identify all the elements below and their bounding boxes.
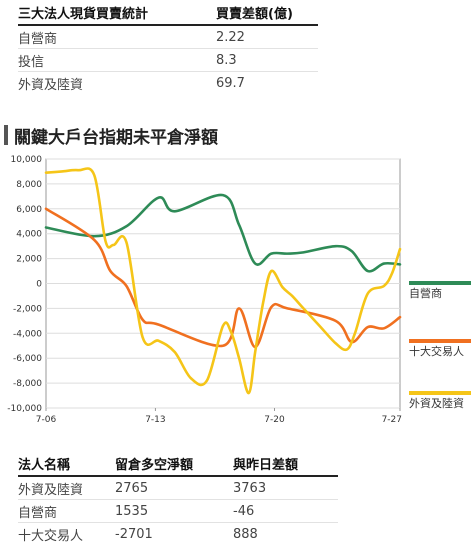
- y-tick-label: 8,000: [16, 180, 42, 190]
- summary-table-header: 三大法人現貨買賣統計 買賣差額(億): [18, 0, 318, 26]
- table-row: 投信 8.3: [18, 48, 318, 72]
- row-net: -2701: [115, 522, 233, 545]
- row-name: 投信: [18, 48, 216, 72]
- detail-header-net: 留倉多空淨額: [115, 451, 233, 477]
- row-value: 69.7: [216, 71, 318, 94]
- row-value: 8.3: [216, 48, 318, 72]
- y-tick-label: 10,000: [11, 155, 43, 165]
- table-row: 外資及陸資 2765 3763: [18, 475, 338, 500]
- table-row: 外資及陸資 69.7: [18, 71, 318, 94]
- y-tick-label: 2,000: [16, 255, 42, 265]
- x-tick-label: 7-20: [264, 415, 285, 425]
- heading-accent-bar: [4, 125, 8, 145]
- x-tick-label: 7-06: [36, 415, 57, 425]
- row-net: 2765: [115, 475, 233, 500]
- table-row: 自營商 2.22: [18, 24, 318, 49]
- row-diff: 888: [233, 522, 338, 545]
- row-name: 十大交易人: [18, 522, 115, 545]
- row-name: 外資及陸資: [18, 475, 115, 500]
- series-line-3: [44, 167, 402, 395]
- series-line-2: [44, 207, 402, 349]
- open-interest-chart: -10,000 -8,000 -6,000 -4,000 -2,000 0 2,000 4,0…: [7, 155, 471, 425]
- row-name: 外資及陸資: [18, 71, 216, 94]
- table-row: 十大交易人 -2701 888: [18, 522, 338, 545]
- y-tick-label: -10,000: [7, 404, 42, 414]
- legend-label: 外資及陸資: [409, 397, 464, 410]
- legend-label: 十大交易人: [409, 344, 464, 358]
- row-name: 自營商: [18, 24, 216, 49]
- row-net: 1535: [115, 499, 233, 523]
- legend-swatch: [409, 391, 471, 395]
- section-heading: 關鍵大戶台指期未平倉淨額: [4, 123, 218, 148]
- detail-table-header: 法人名稱 留倉多空淨額 與昨日差額: [18, 451, 338, 477]
- summary-header-value: 買賣差額(億): [216, 0, 318, 26]
- table-row: 自營商 1535 -46: [18, 499, 338, 523]
- series-line-1: [44, 193, 402, 273]
- row-name: 自營商: [18, 499, 115, 523]
- row-diff: 3763: [233, 475, 338, 500]
- chart-series: [44, 167, 402, 395]
- x-tick-label: 7-13: [145, 415, 165, 425]
- y-tick-label: -6,000: [13, 354, 42, 364]
- detail-table: 法人名稱 留倉多空淨額 與昨日差額 外資及陸資 2765 3763 自營商 15…: [18, 451, 338, 545]
- detail-header-diff: 與昨日差額: [233, 451, 338, 477]
- legend-swatch: [409, 339, 471, 343]
- x-tick-label: 7-27: [382, 415, 402, 425]
- section-title: 關鍵大戶台指期未平倉淨額: [14, 127, 218, 148]
- summary-header-label: 三大法人現貨買賣統計: [18, 0, 216, 26]
- legend-swatch: [409, 281, 471, 285]
- chart-axes: -10,000 -8,000 -6,000 -4,000 -2,000 0 2,000 4,0…: [7, 155, 402, 425]
- summary-table: 三大法人現貨買賣統計 買賣差額(億) 自營商 2.22 投信 8.3 外資及陸資…: [18, 0, 318, 94]
- legend-label: 自營商: [409, 286, 442, 300]
- detail-header-name: 法人名稱: [18, 451, 115, 477]
- y-tick-label: 6,000: [16, 205, 42, 215]
- row-diff: -46: [233, 499, 338, 523]
- row-value: 2.22: [216, 24, 318, 49]
- y-tick-label: -2,000: [13, 304, 42, 314]
- y-tick-label: -4,000: [13, 329, 42, 339]
- y-tick-label: 4,000: [16, 230, 42, 240]
- y-tick-label: -8,000: [13, 379, 42, 389]
- y-tick-label: 0: [36, 280, 42, 290]
